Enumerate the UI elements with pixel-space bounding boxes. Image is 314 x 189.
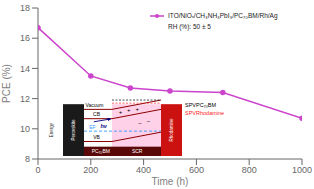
svg-text:Vacuum: Vacuum <box>86 102 104 108</box>
svg-text:18: 18 <box>20 3 30 13</box>
svg-text:CB: CB <box>93 111 101 117</box>
svg-text:PCE (%): PCE (%) <box>8 64 12 103</box>
svg-text:SCR: SCR <box>132 148 143 154</box>
svg-text:8: 8 <box>25 154 30 164</box>
svg-text:200: 200 <box>83 165 98 175</box>
svg-text:10: 10 <box>20 124 30 134</box>
svg-text:400: 400 <box>136 165 151 175</box>
svg-text:1000: 1000 <box>292 165 306 175</box>
svg-text:Perovskite: Perovskite <box>71 119 76 141</box>
svg-text:800: 800 <box>242 165 257 175</box>
svg-text:RH (%): 50 ± 5: RH (%): 50 ± 5 <box>168 23 211 31</box>
svg-text:Time (h): Time (h) <box>152 176 189 187</box>
svg-text:EF: EF <box>89 124 95 130</box>
svg-text:14: 14 <box>20 64 30 74</box>
svg-text:12: 12 <box>20 94 30 104</box>
svg-text:SPVRhodamine: SPVRhodamine <box>185 110 224 116</box>
svg-text:600: 600 <box>189 165 204 175</box>
svg-text:ITO/NiOₓ/CH₃NH₃PbI₃/PC₇₀BM/Rh/: ITO/NiOₓ/CH₃NH₃PbI₃/PC₇₀BM/Rh/Ag <box>168 12 278 20</box>
svg-text:−: − <box>147 118 151 124</box>
svg-text:Energy: Energy <box>49 122 54 137</box>
svg-text:0: 0 <box>35 165 40 175</box>
svg-text:−: − <box>138 120 142 126</box>
svg-text:16: 16 <box>20 33 30 43</box>
svg-text:+: + <box>135 106 139 112</box>
svg-text:+: + <box>119 109 123 115</box>
svg-text:SPVPC₇₀BM: SPVPC₇₀BM <box>185 102 216 108</box>
svg-text:PC₇₀BM: PC₇₀BM <box>92 148 110 154</box>
svg-text:hν: hν <box>100 123 106 129</box>
svg-text:Rhodamine: Rhodamine <box>169 118 174 142</box>
svg-text:+: + <box>127 107 131 113</box>
svg-text:VB: VB <box>93 134 100 140</box>
